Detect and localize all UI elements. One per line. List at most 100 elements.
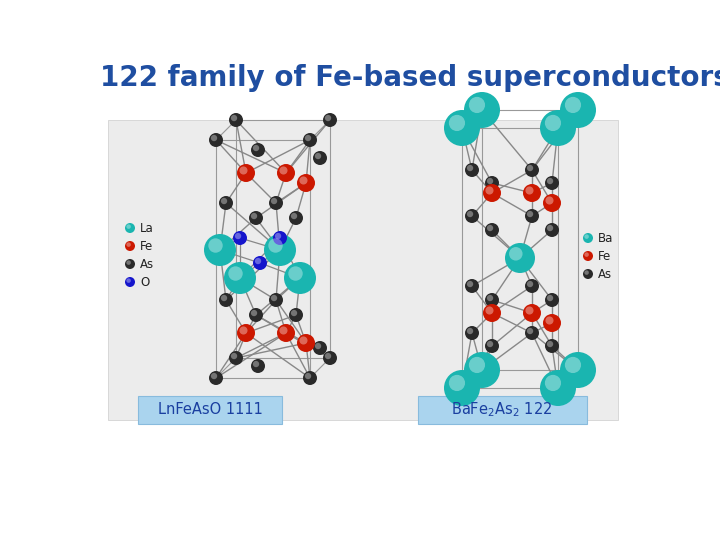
Text: 122 family of Fe-based superconductors: 122 family of Fe-based superconductors [100, 64, 720, 92]
Circle shape [527, 165, 534, 171]
Circle shape [253, 361, 259, 367]
Circle shape [545, 115, 561, 131]
Circle shape [525, 209, 539, 223]
Circle shape [303, 133, 317, 147]
Circle shape [271, 198, 277, 204]
Circle shape [313, 151, 327, 165]
Circle shape [545, 293, 559, 307]
Circle shape [291, 310, 297, 316]
Circle shape [229, 113, 243, 127]
Circle shape [224, 262, 256, 294]
Circle shape [204, 234, 236, 266]
Circle shape [526, 186, 534, 194]
Text: Fe: Fe [598, 249, 611, 262]
Circle shape [464, 352, 500, 388]
Circle shape [211, 135, 217, 141]
Circle shape [467, 328, 473, 334]
Circle shape [221, 198, 228, 204]
Circle shape [527, 328, 534, 334]
Circle shape [288, 266, 302, 281]
Circle shape [211, 373, 217, 379]
Circle shape [523, 184, 541, 202]
Circle shape [487, 225, 493, 231]
Circle shape [540, 370, 576, 406]
Circle shape [279, 326, 287, 335]
Circle shape [325, 115, 331, 121]
Circle shape [449, 115, 465, 131]
Circle shape [255, 258, 261, 264]
Circle shape [485, 186, 493, 194]
Circle shape [565, 97, 581, 113]
Circle shape [253, 256, 267, 270]
Circle shape [487, 178, 493, 184]
Circle shape [275, 233, 282, 239]
Text: Fe: Fe [140, 240, 153, 253]
Circle shape [269, 196, 283, 210]
Circle shape [269, 238, 283, 253]
Circle shape [253, 145, 259, 151]
Text: As: As [598, 267, 612, 280]
Circle shape [560, 92, 596, 128]
Circle shape [483, 304, 501, 322]
Circle shape [464, 92, 500, 128]
Circle shape [125, 223, 135, 233]
FancyBboxPatch shape [138, 396, 282, 424]
Circle shape [545, 223, 559, 237]
Circle shape [300, 177, 307, 185]
Circle shape [467, 211, 473, 217]
Circle shape [231, 353, 237, 359]
Circle shape [251, 359, 265, 373]
Text: Ba: Ba [598, 232, 613, 245]
Circle shape [487, 295, 493, 301]
Circle shape [547, 341, 553, 347]
Circle shape [485, 339, 499, 353]
Text: O: O [140, 275, 149, 288]
Circle shape [277, 164, 295, 182]
Circle shape [444, 370, 480, 406]
Circle shape [527, 281, 534, 287]
Circle shape [233, 231, 247, 245]
Circle shape [235, 233, 241, 239]
Circle shape [585, 234, 589, 239]
Circle shape [525, 279, 539, 293]
Circle shape [545, 339, 559, 353]
Circle shape [126, 278, 131, 283]
Circle shape [465, 209, 479, 223]
Circle shape [546, 316, 554, 325]
Circle shape [469, 357, 485, 373]
Circle shape [208, 238, 222, 253]
Circle shape [269, 293, 283, 307]
Text: LnFeAsO 1111: LnFeAsO 1111 [158, 402, 262, 417]
Circle shape [545, 176, 559, 190]
Circle shape [583, 251, 593, 261]
Circle shape [305, 373, 311, 379]
Text: BaFe$_2$As$_2$ 122: BaFe$_2$As$_2$ 122 [451, 401, 553, 420]
Circle shape [523, 304, 541, 322]
Circle shape [273, 231, 287, 245]
Circle shape [505, 243, 535, 273]
Circle shape [485, 176, 499, 190]
Circle shape [543, 194, 561, 212]
Circle shape [209, 371, 223, 385]
Circle shape [228, 266, 243, 281]
Circle shape [449, 375, 465, 391]
Circle shape [279, 166, 287, 174]
Circle shape [583, 233, 593, 243]
Circle shape [315, 343, 321, 349]
Circle shape [237, 324, 255, 342]
Circle shape [251, 143, 265, 157]
Circle shape [240, 326, 248, 335]
Circle shape [583, 269, 593, 279]
Circle shape [284, 262, 316, 294]
Circle shape [485, 223, 499, 237]
Circle shape [219, 293, 233, 307]
Circle shape [543, 314, 561, 332]
Circle shape [485, 306, 493, 314]
Circle shape [565, 357, 581, 373]
Circle shape [219, 196, 233, 210]
Circle shape [271, 295, 277, 301]
Circle shape [485, 293, 499, 307]
Circle shape [487, 341, 493, 347]
Circle shape [229, 351, 243, 365]
Circle shape [291, 213, 297, 219]
